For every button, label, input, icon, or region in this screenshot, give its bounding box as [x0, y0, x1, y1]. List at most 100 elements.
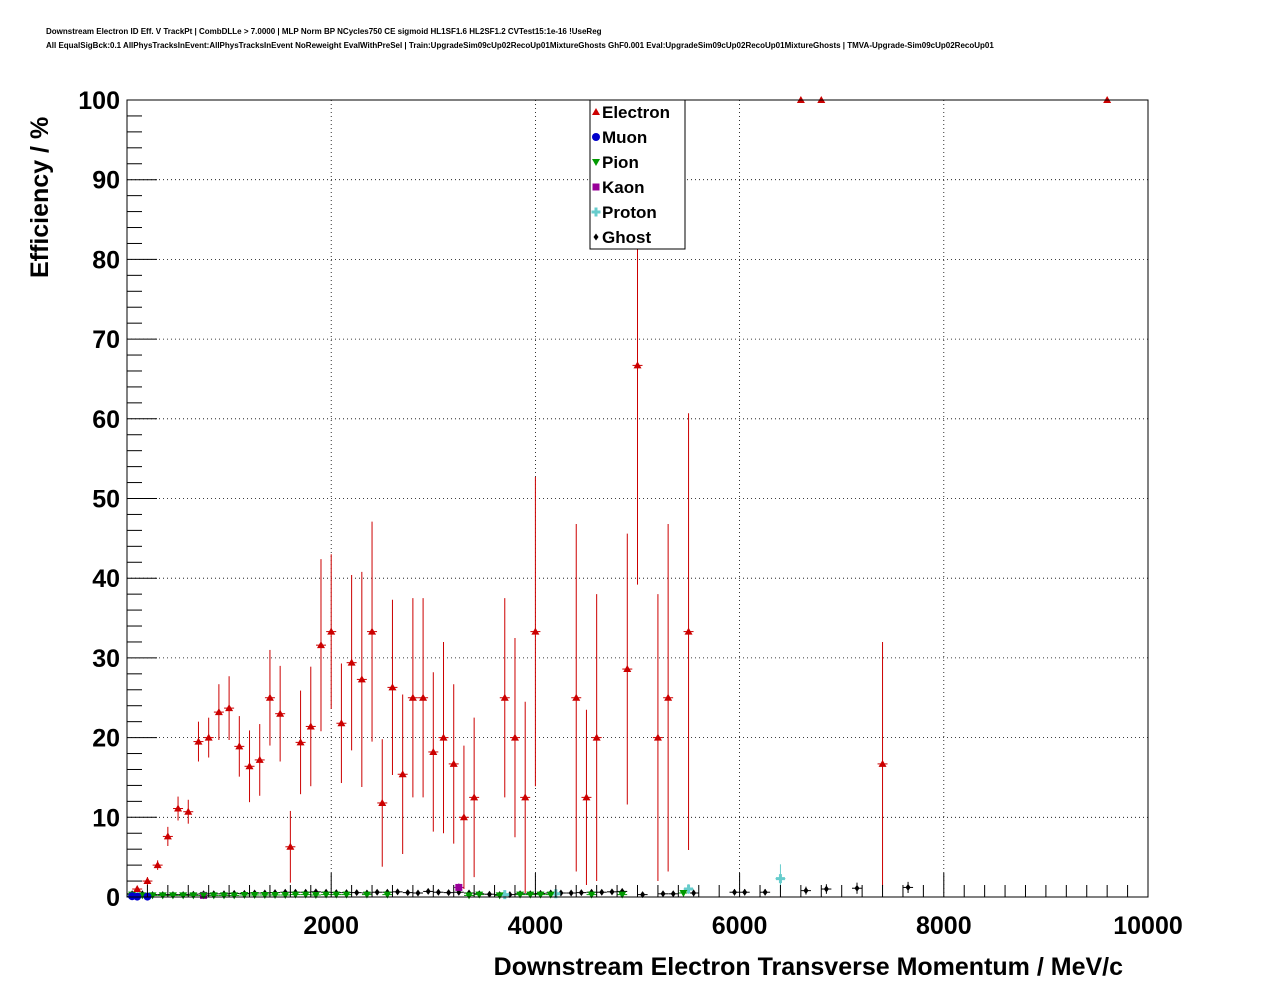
ghost-point: [435, 888, 441, 896]
legend-label-pion: Pion: [602, 153, 639, 172]
kaon-point: [455, 883, 463, 891]
electron-point: [592, 733, 601, 741]
pion-point: [516, 891, 525, 899]
proton-point: [500, 890, 510, 900]
legend-box: [589, 99, 686, 250]
electron-point: [296, 738, 305, 746]
electron-point: [357, 675, 366, 683]
electron-point: [337, 719, 346, 727]
pion-point: [219, 892, 228, 900]
x-tick-label: 6000: [712, 912, 768, 940]
legend: Electron Muon Pion Kaon Proton Ghost: [589, 99, 686, 250]
electron-point: [163, 832, 172, 840]
pion-point: [342, 891, 351, 899]
pion-point: [587, 891, 596, 899]
electron-point: [398, 770, 407, 778]
electron-point: [459, 813, 468, 821]
electron-point: [449, 759, 458, 767]
electron-point: [429, 747, 438, 755]
pion-point: [189, 892, 198, 900]
pion-point: [291, 891, 300, 899]
electron-point: [153, 861, 162, 869]
pion-point: [383, 891, 392, 899]
pion-point: [179, 892, 188, 900]
electron-point: [225, 704, 234, 712]
pion-point: [271, 892, 280, 900]
electron-point: [664, 693, 673, 701]
electron-point: [265, 693, 274, 701]
ghost-point: [660, 890, 666, 898]
electron-point: [378, 798, 387, 806]
ghost-point: [395, 888, 401, 896]
ghost-point: [446, 889, 452, 897]
pion-point: [546, 891, 555, 899]
electron-point: [133, 885, 142, 893]
pion-point: [679, 890, 688, 898]
marker-layer: [128, 96, 1112, 901]
pion-point: [322, 891, 331, 899]
pion-point: [362, 891, 371, 899]
electron-point: [510, 733, 519, 741]
proton-point: [775, 874, 785, 884]
pion-point: [475, 891, 484, 899]
y-axis-title: Efficiency / %: [26, 117, 54, 278]
pion-point: [332, 891, 341, 899]
ghost-point: [486, 890, 492, 898]
ghost-point: [803, 887, 809, 895]
electron-point: [316, 641, 325, 649]
pion-point: [465, 892, 474, 900]
legend-label-muon: Muon: [602, 128, 647, 147]
electron-point: [521, 793, 530, 801]
pion-point: [260, 892, 269, 900]
y-tick-label: 0: [106, 884, 120, 912]
pion-point: [168, 892, 177, 900]
electron-point: [582, 793, 591, 801]
chart-title-line1: Downstream Electron ID Eff. V TrackPt | …: [46, 27, 602, 36]
electron-point: [388, 683, 397, 691]
ghost-point: [854, 884, 860, 892]
legend-label-electron: Electron: [602, 103, 670, 122]
electron-point: [633, 361, 642, 369]
electron-point: [276, 709, 285, 717]
electron-point: [653, 733, 662, 741]
electron-point: [235, 742, 244, 750]
ghost-point: [405, 889, 411, 897]
pion-point: [209, 892, 218, 900]
electron-point: [878, 759, 887, 767]
electron-point: [174, 804, 183, 812]
y-tick-label: 10: [92, 804, 120, 832]
electron-point: [286, 842, 295, 850]
electron-point: [572, 693, 581, 701]
electron-point: [439, 733, 448, 741]
electron-point: [419, 693, 428, 701]
y-tick-label: 80: [92, 246, 120, 274]
pion-point: [281, 892, 290, 900]
electron-point: [143, 877, 152, 885]
electron-point: [255, 755, 264, 763]
x-axis-title: Downstream Electron Transverse Momentum …: [494, 953, 1123, 981]
electron-point: [500, 693, 509, 701]
ghost-point: [905, 883, 911, 891]
ghost-point: [415, 889, 421, 897]
ghost-point: [354, 889, 360, 897]
ghost-point: [507, 891, 513, 899]
ghost-point: [691, 889, 697, 897]
ghost-point: [568, 889, 574, 897]
ghost-point: [374, 888, 380, 896]
electron-point: [194, 737, 203, 745]
ghost-point: [578, 889, 584, 897]
legend-label-proton: Proton: [602, 203, 657, 222]
pion-point: [495, 892, 504, 900]
y-tick-label: 100: [78, 87, 120, 115]
pion-point: [311, 892, 320, 900]
electron-point: [347, 658, 356, 666]
legend-marker-muon: [592, 133, 600, 141]
electron-point: [684, 627, 693, 635]
legend-label-ghost: Ghost: [602, 228, 651, 247]
electron-point: [531, 627, 540, 635]
ghost-point: [640, 891, 646, 899]
pion-point: [250, 892, 259, 900]
pion-point: [158, 892, 167, 900]
pion-point: [618, 891, 627, 899]
